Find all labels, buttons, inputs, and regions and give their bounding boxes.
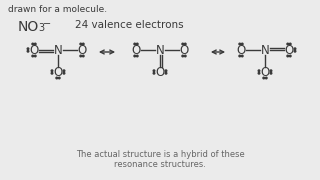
- Circle shape: [294, 50, 296, 52]
- Circle shape: [51, 70, 53, 72]
- Text: The actual structure is a hybrid of these: The actual structure is a hybrid of thes…: [76, 150, 244, 159]
- Text: 24 valence electrons: 24 valence electrons: [75, 20, 184, 30]
- Circle shape: [153, 70, 155, 72]
- Circle shape: [153, 73, 155, 74]
- Circle shape: [263, 77, 265, 79]
- Text: NO: NO: [18, 20, 39, 34]
- Text: −: −: [43, 19, 51, 29]
- Text: 3: 3: [38, 23, 44, 33]
- Circle shape: [182, 43, 184, 45]
- Circle shape: [182, 55, 184, 57]
- Circle shape: [258, 70, 260, 72]
- Circle shape: [32, 43, 34, 45]
- Circle shape: [134, 43, 136, 45]
- Circle shape: [56, 77, 58, 79]
- Circle shape: [184, 55, 186, 57]
- Circle shape: [242, 55, 243, 57]
- Circle shape: [165, 70, 167, 72]
- Text: N: N: [54, 44, 62, 57]
- Circle shape: [134, 55, 136, 57]
- Text: O: O: [29, 44, 39, 57]
- Circle shape: [290, 55, 291, 57]
- Circle shape: [27, 48, 29, 50]
- Text: drawn for a molecule.: drawn for a molecule.: [8, 5, 107, 14]
- Text: resonance structures.: resonance structures.: [114, 160, 206, 169]
- Text: N: N: [260, 44, 269, 57]
- Circle shape: [80, 43, 82, 45]
- Circle shape: [83, 55, 84, 57]
- Circle shape: [270, 73, 272, 74]
- Text: O: O: [180, 44, 188, 57]
- Circle shape: [83, 43, 84, 45]
- Circle shape: [35, 55, 36, 57]
- Circle shape: [239, 43, 241, 45]
- Text: O: O: [260, 66, 270, 78]
- Circle shape: [63, 73, 65, 74]
- Text: O: O: [284, 44, 294, 57]
- Circle shape: [184, 43, 186, 45]
- Circle shape: [287, 43, 289, 45]
- Text: O: O: [236, 44, 246, 57]
- Circle shape: [270, 70, 272, 72]
- Circle shape: [63, 70, 65, 72]
- Circle shape: [294, 48, 296, 50]
- Circle shape: [287, 55, 289, 57]
- Text: N: N: [156, 44, 164, 57]
- Circle shape: [242, 43, 243, 45]
- Text: O: O: [77, 44, 87, 57]
- Circle shape: [258, 73, 260, 74]
- Circle shape: [32, 55, 34, 57]
- Text: O: O: [53, 66, 63, 78]
- Circle shape: [35, 43, 36, 45]
- Circle shape: [266, 77, 267, 79]
- Circle shape: [165, 73, 167, 74]
- Circle shape: [27, 50, 29, 52]
- Text: O: O: [132, 44, 140, 57]
- Circle shape: [290, 43, 291, 45]
- Circle shape: [136, 43, 138, 45]
- Circle shape: [239, 55, 241, 57]
- Circle shape: [136, 55, 138, 57]
- Circle shape: [80, 55, 82, 57]
- Circle shape: [59, 77, 60, 79]
- Circle shape: [51, 73, 53, 74]
- Text: O: O: [156, 66, 164, 78]
